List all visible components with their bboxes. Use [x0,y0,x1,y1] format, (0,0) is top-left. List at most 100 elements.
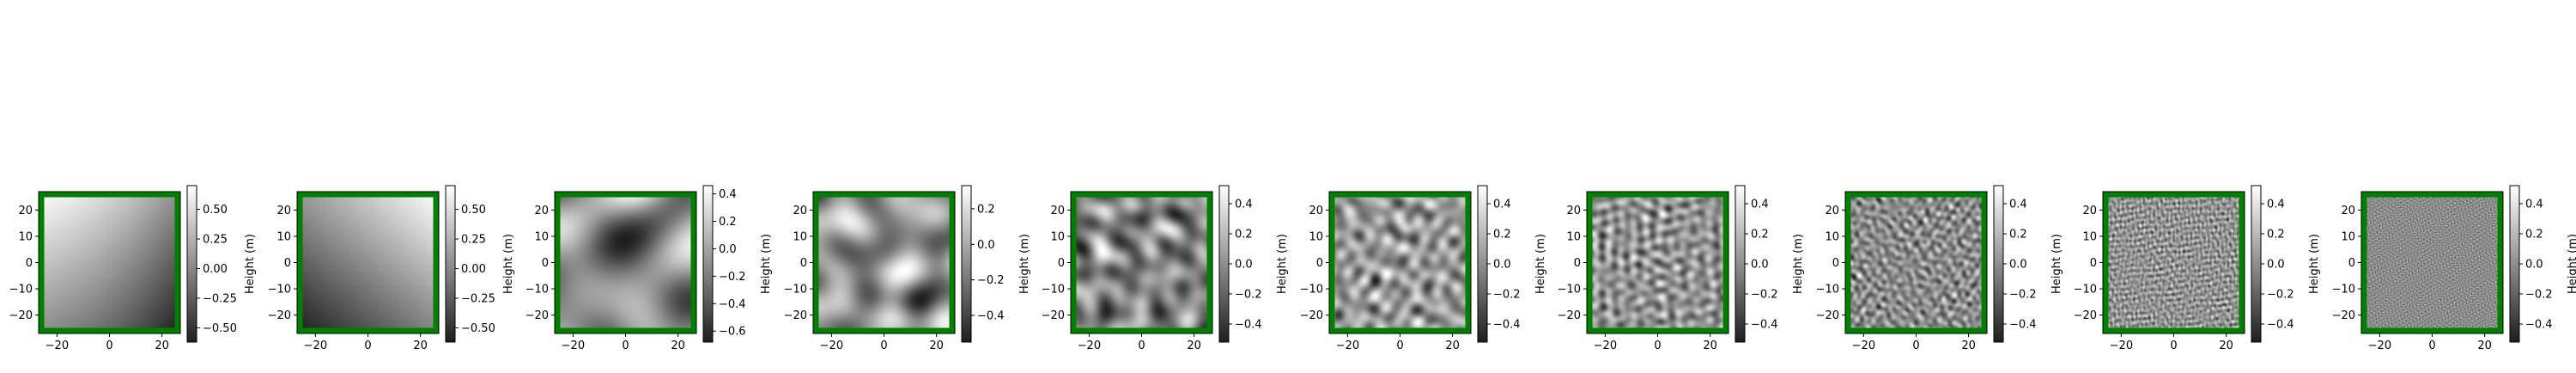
colorbar-tick-label: −0.2 [977,274,1005,287]
y-tick-label: 0 [800,257,807,270]
colorbar-tick-label: −0.50 [203,322,237,335]
heatmap-image [1845,192,1987,333]
boundary-frame [2360,191,2504,334]
colorbar-tick-label: −0.2 [1493,289,1521,302]
y-tick-label: −10 [526,284,549,297]
heatmap-image [1071,192,1212,333]
y-tick-label: 0 [542,257,549,270]
y-tick-label: 10 [1050,230,1065,243]
y-tick-label: 10 [534,230,549,243]
colorbar-tick-label: 0.4 [2267,199,2285,211]
heatmap-image [2103,192,2245,333]
y-tick-label: −10 [2332,284,2355,297]
colorbar-tick-label: 0.0 [2267,259,2285,272]
y-tick-label: −20 [2332,309,2355,322]
panel-3: −20 0 20 −20 −10 0 10 20 −0.6 −0.4 −0.2 0.0 0.2 0.4 He… [526,185,773,352]
colorbar-tick-label: 0.00 [461,263,486,276]
colorbar-tick-label: 0.0 [1235,259,1253,272]
colorbar-tick-label: −0.2 [719,271,746,284]
heatmap-image [555,192,696,333]
colorbar-tick-label: −0.6 [719,326,746,339]
x-tick-label: 0 [622,339,629,352]
y-tick-label: 20 [18,205,33,217]
x-tick-label: −20 [1336,339,1359,352]
colorbar-tick-label: 0.2 [2267,229,2285,242]
heatmap-image [1329,192,1471,333]
x-tick-label: 20 [929,339,944,352]
colorbar-label: Height (m) [244,234,257,294]
colorbar-tick-label: −0.4 [1751,319,1778,332]
panel-1: −20 0 20 −20 −10 0 10 20 −0.50 −0.25 0.00 0.25 0.50 H… [9,185,257,352]
x-tick-label: 20 [2219,339,2233,352]
y-tick-label: 20 [2341,205,2355,217]
colorbar-label: Height (m) [1018,234,1031,294]
y-tick-label: 20 [1566,205,1581,217]
colorbar-tick-label: 0.50 [203,204,228,217]
y-tick-label: −20 [1816,309,1839,322]
colorbar [445,185,456,343]
y-tick-label: −10 [268,284,291,297]
colorbar-tick-label: 0.2 [1493,229,1511,242]
colorbar-tick-label: 0.4 [1235,199,1253,211]
colorbar-tick-label: 0.2 [977,203,995,216]
x-tick-label: −20 [2110,339,2133,352]
y-tick-label: 10 [18,230,33,243]
colorbar-tick-label: −0.2 [2267,289,2294,302]
colorbar-tick-label: 0.0 [1751,259,1769,272]
colorbar-label: Height (m) [2308,234,2321,294]
y-tick-label: −20 [784,309,807,322]
colorbar [186,185,197,343]
x-tick-label: 0 [2428,339,2435,352]
x-tick-label: 0 [364,339,371,352]
heatmap-image [297,192,439,333]
colorbar-tick-label: −0.2 [2525,289,2553,302]
y-tick-label: −20 [2074,309,2097,322]
y-tick-label: −10 [784,284,807,297]
y-tick-label: 0 [1316,257,1323,270]
colorbar-tick-label: 0.0 [2009,259,2027,272]
x-tick-label: −20 [820,339,843,352]
y-tick-label: 0 [2090,257,2097,270]
colorbar-label: Height (m) [1534,234,1547,294]
heatmap-image [1587,192,1728,333]
heatmap-image [813,192,955,333]
x-tick-label: 20 [2477,339,2492,352]
y-tick-label: −20 [9,309,33,322]
colorbar-tick-label: 0.0 [2525,259,2543,272]
x-tick-label: 0 [1396,339,1403,352]
colorbar [1993,185,2004,343]
colorbar-tick-label: −0.4 [1493,319,1521,332]
x-tick-label: 0 [2170,339,2177,352]
colorbar-label: Height (m) [502,234,515,294]
panel-9: −20 0 20 −20 −10 0 10 20 −0.4 −0.2 0.0 0.2 0.4 Height… [2074,185,2321,352]
y-tick-label: −10 [1042,284,1065,297]
colorbar [1218,185,1230,343]
y-tick-label: 10 [1825,230,1839,243]
boundary-frame [554,191,697,334]
y-tick-label: −20 [268,309,291,322]
colorbar-tick-label: −0.4 [719,298,746,311]
panel-6: −20 0 20 −20 −10 0 10 20 −0.4 −0.2 0.0 0.2 0.4 Height… [1300,185,1547,352]
y-tick-label: 10 [793,230,807,243]
x-tick-label: −20 [46,339,69,352]
y-tick-label: 10 [2341,230,2355,243]
y-tick-label: 10 [2082,230,2097,243]
y-tick-label: 20 [276,205,291,217]
colorbar-label: Height (m) [2050,234,2063,294]
colorbar-tick-label: 0.0 [1493,259,1511,272]
colorbar-tick-label: −0.2 [1751,289,1778,302]
boundary-frame [1844,191,1988,334]
y-tick-label: 20 [1825,205,1839,217]
colorbar-tick-label: 0.0 [977,239,995,252]
colorbar-tick-label: 0.00 [203,263,228,276]
x-tick-label: 20 [1703,339,1717,352]
panel-5: −20 0 20 −20 −10 0 10 20 −0.4 −0.2 0.0 0.2 0.4 Height… [1042,185,1289,352]
y-tick-label: −20 [1042,309,1065,322]
colorbar-tick-label: −0.4 [1235,319,1262,332]
colorbar-tick-label: −0.50 [461,322,495,335]
colorbar-tick-label: −0.2 [2009,289,2037,302]
boundary-frame [2102,191,2245,334]
x-tick-label: 0 [106,339,112,352]
panel-7: −20 0 20 −20 −10 0 10 20 −0.4 −0.2 0.0 0.2 0.4 Height… [1558,185,1805,352]
